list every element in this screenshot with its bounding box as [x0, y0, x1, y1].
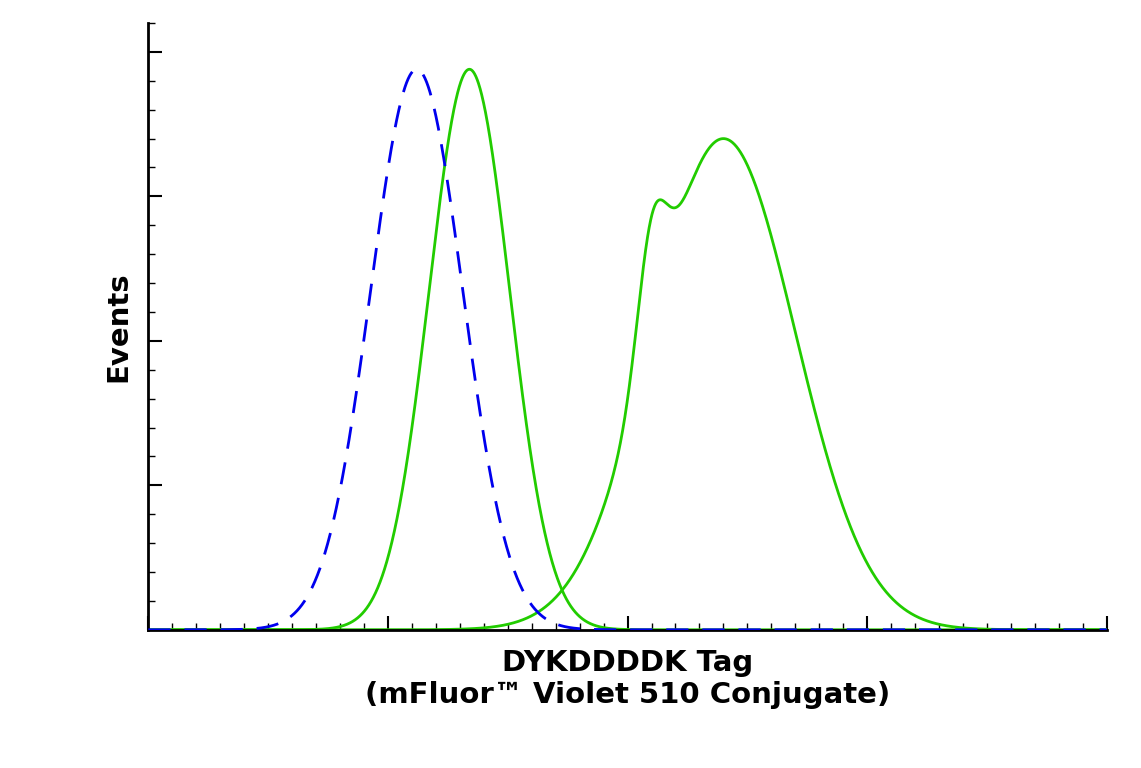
Y-axis label: Events: Events	[104, 271, 132, 382]
X-axis label: DYKDDDDK Tag
(mFluor™ Violet 510 Conjugate): DYKDDDDK Tag (mFluor™ Violet 510 Conjuga…	[365, 648, 890, 709]
